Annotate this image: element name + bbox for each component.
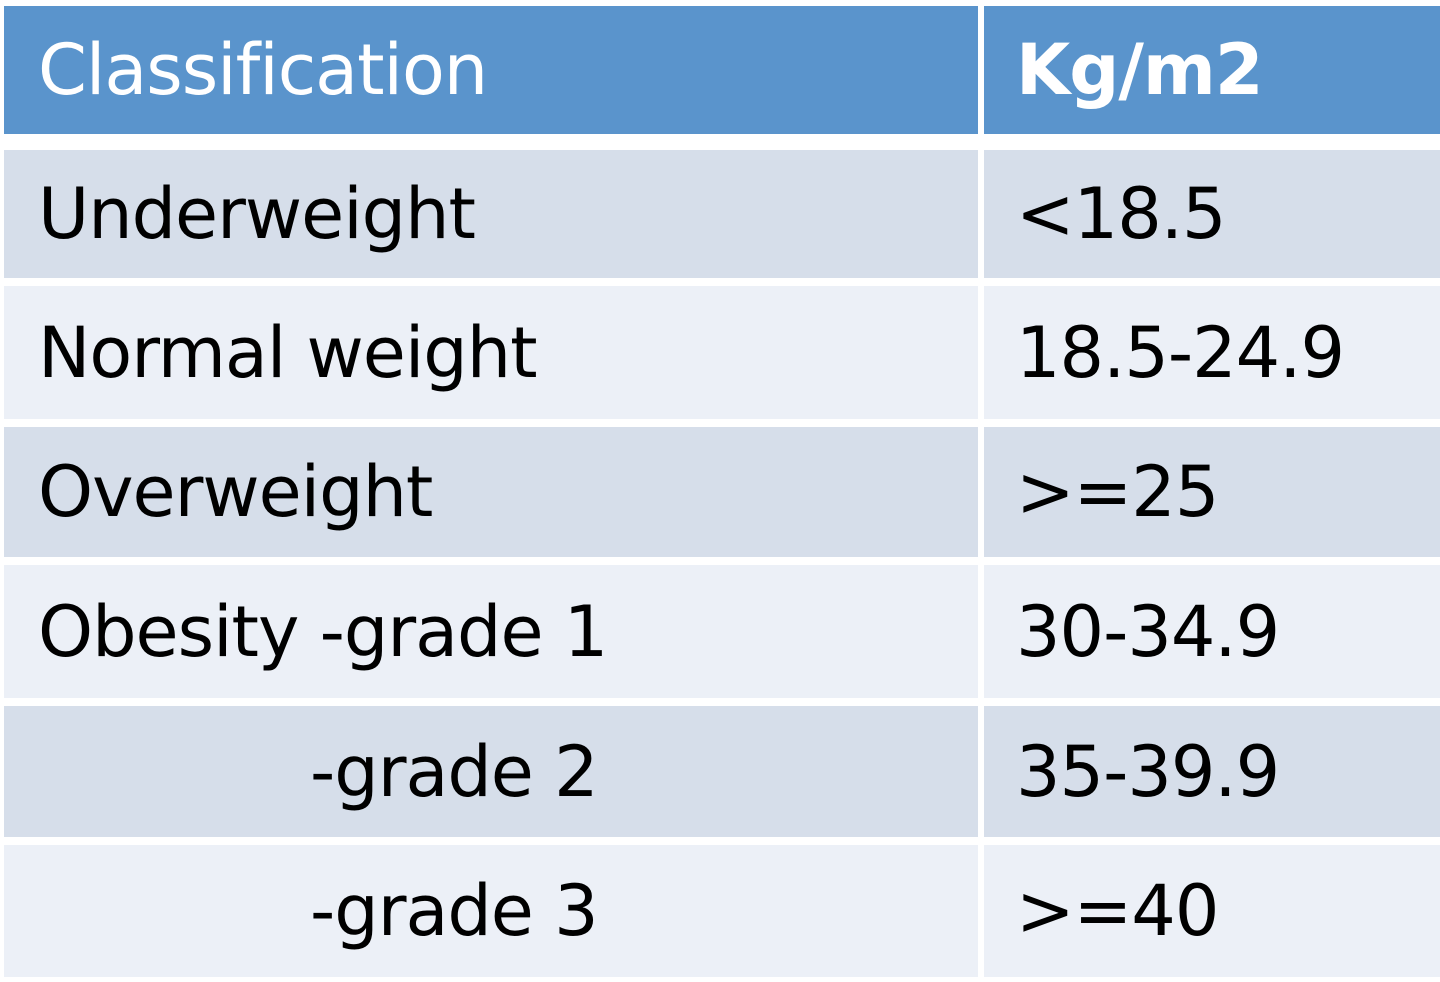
table-row: -grade 2 35-39.9 — [0, 706, 1440, 837]
table-row: Obesity -grade 1 30-34.9 — [0, 565, 1440, 698]
table-row: Normal weight 18.5-24.9 — [0, 286, 1440, 419]
classification-cell: Overweight — [4, 427, 978, 557]
classification-cell: -grade 3 — [4, 845, 978, 977]
value-cell: 35-39.9 — [984, 706, 1440, 837]
table-row: Underweight <18.5 — [0, 150, 1440, 278]
table-row: Overweight >=25 — [0, 427, 1440, 557]
value-cell: >=40 — [984, 845, 1440, 977]
value-cell: 30-34.9 — [984, 565, 1440, 698]
value-cell: >=25 — [984, 427, 1440, 557]
table-header-row: Classification Kg/m2 — [0, 6, 1440, 134]
value-cell: <18.5 — [984, 150, 1440, 278]
classification-cell: Normal weight — [4, 286, 978, 419]
classification-cell: -grade 2 — [4, 706, 978, 837]
classification-cell: Obesity -grade 1 — [4, 565, 978, 698]
table-row: -grade 3 >=40 — [0, 845, 1440, 977]
value-cell: 18.5-24.9 — [984, 286, 1440, 419]
header-kg-m2: Kg/m2 — [984, 6, 1440, 134]
classification-cell: Underweight — [4, 150, 978, 278]
header-classification: Classification — [4, 6, 978, 134]
